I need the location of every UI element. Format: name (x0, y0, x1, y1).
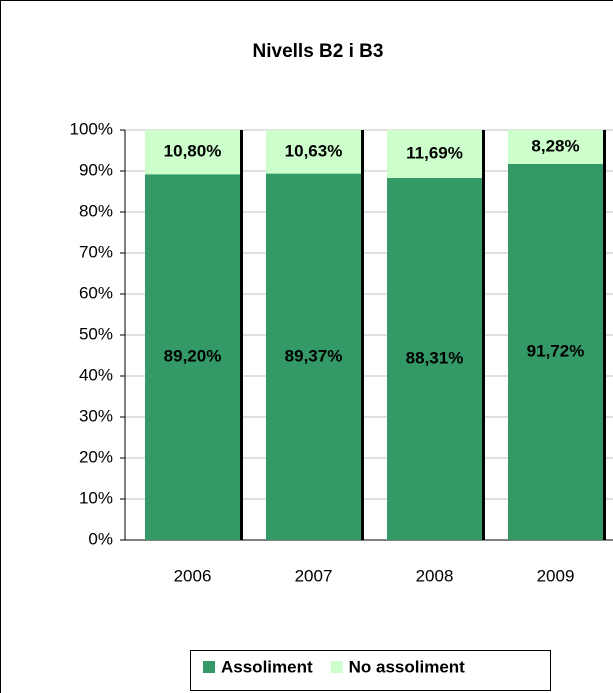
y-tick-label: 50% (79, 324, 113, 343)
legend-label: No assoliment (349, 657, 466, 676)
y-tick-label: 10% (79, 488, 113, 507)
bar-segment (145, 130, 240, 175)
y-tick-label: 90% (79, 160, 113, 179)
bar-segment (387, 130, 482, 178)
bar-shadow (603, 130, 606, 540)
data-label: 10,63% (285, 141, 343, 160)
bar-segment (387, 177, 482, 540)
y-tick-label: 70% (79, 242, 113, 261)
legend-label: Assoliment (221, 657, 313, 676)
y-tick-label: 0% (88, 529, 113, 548)
data-label: 8,28% (531, 136, 579, 155)
data-label: 89,20% (164, 347, 222, 366)
data-label: 89,37% (285, 346, 343, 365)
bar-segment (266, 130, 361, 174)
bar-segment (266, 173, 361, 540)
x-tick-label: 2008 (416, 566, 454, 585)
bar-shadow (482, 130, 485, 540)
bar-shadow (240, 130, 243, 540)
bar-segment (508, 130, 603, 164)
legend-swatch (203, 661, 215, 673)
bar-segment (508, 163, 603, 540)
data-label: 10,80% (164, 142, 222, 161)
x-tick-label: 2007 (295, 566, 333, 585)
legend-swatch (330, 661, 343, 673)
bar-segment (145, 174, 240, 540)
y-tick-label: 60% (79, 283, 113, 302)
y-tick-label: 30% (79, 406, 113, 425)
data-label: 91,72% (527, 341, 585, 360)
bar-shadow (361, 130, 364, 540)
data-label: 11,69% (406, 143, 463, 162)
legend-box (190, 650, 551, 691)
chart-title: Nivells B2 i B3 (253, 41, 384, 62)
data-label: 88,31% (406, 348, 464, 367)
y-tick-label: 100% (70, 119, 113, 138)
y-tick-label: 20% (79, 447, 113, 466)
x-tick-label: 2009 (537, 566, 575, 585)
x-tick-label: 2006 (174, 566, 212, 585)
y-tick-label: 40% (79, 365, 113, 384)
y-tick-label: 80% (79, 201, 113, 220)
